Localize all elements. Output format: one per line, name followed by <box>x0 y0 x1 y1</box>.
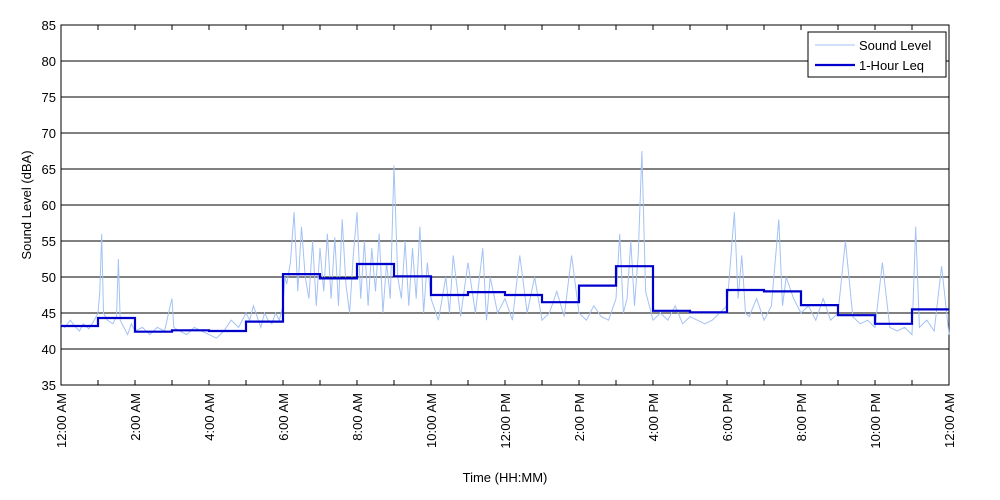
x-tick-label: 6:00 AM <box>276 393 291 441</box>
x-tick-label: 8:00 PM <box>794 393 809 441</box>
series-sound-level-line <box>60 150 950 339</box>
y-axis-label: Sound Level (dBA) <box>19 150 34 259</box>
y-tick-label: 40 <box>42 342 56 357</box>
legend-box <box>807 31 947 78</box>
y-tick-label: 80 <box>42 54 56 69</box>
series <box>60 150 950 339</box>
x-tick-label: 8:00 AM <box>350 393 365 441</box>
series-1-hour-leq-line <box>61 262 949 333</box>
legend: Sound Level 1-Hour Leq <box>807 31 947 78</box>
y-tick-label: 45 <box>42 306 56 321</box>
x-tick-label: 12:00 PM <box>498 393 513 449</box>
y-tick-label: 50 <box>42 270 56 285</box>
x-tick-label: 12:00 AM <box>942 393 957 448</box>
x-tick-label: 2:00 AM <box>128 393 143 441</box>
x-tick-label: 10:00 AM <box>424 393 439 448</box>
y-tick-label: 70 <box>42 126 56 141</box>
x-tick-label: 4:00 AM <box>202 393 217 441</box>
axes: 35 40 45 50 55 60 65 70 75 80 85 12:00 AM 2:00 AM 4:0… <box>42 18 957 449</box>
y-tick-label: 65 <box>42 162 56 177</box>
x-tick-label: 2:00 PM <box>572 393 587 441</box>
x-axis-label: Time (HH:MM) <box>463 470 548 485</box>
x-tick-label: 12:00 AM <box>54 393 69 448</box>
y-tick-label: 75 <box>42 90 56 105</box>
y-tick-label: 55 <box>42 234 56 249</box>
x-tick-label: 4:00 PM <box>646 393 661 441</box>
legend-label-leq: 1-Hour Leq <box>859 58 924 73</box>
legend-label-sound-level: Sound Level <box>859 38 931 53</box>
x-tick-label: 10:00 PM <box>868 393 883 449</box>
y-tick-label: 35 <box>42 378 56 393</box>
y-tick-label: 60 <box>42 198 56 213</box>
x-tick-label: 6:00 PM <box>720 393 735 441</box>
y-tick-label: 85 <box>42 18 56 33</box>
